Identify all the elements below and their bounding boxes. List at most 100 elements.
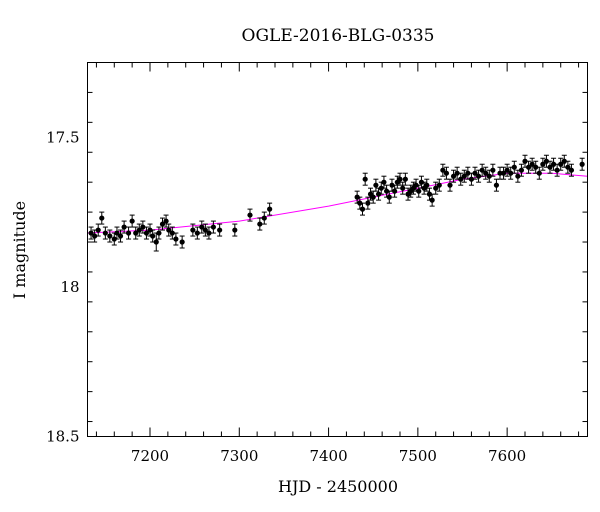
data-point [217,227,223,233]
data-point [500,170,507,176]
data-point [375,191,382,197]
data-point [384,188,390,194]
data-point [378,185,384,191]
data-point [461,173,467,179]
data-point [402,176,408,182]
data-point [440,167,446,173]
data-point [565,164,571,170]
x-tick-label: 7300 [220,447,258,465]
x-axis-label: HJD - 2450000 [278,477,398,496]
data-point [147,227,153,233]
y-tick-label: 17.5 [46,128,79,146]
plot-frame [87,62,588,437]
data-point [475,173,482,179]
x-tick-label: 7400 [309,447,347,465]
data-point [159,221,166,227]
data-point [424,182,430,188]
data-point [543,158,550,164]
data-point [540,161,546,167]
data-point [199,224,205,230]
data-point [133,230,139,236]
data-point [511,164,517,170]
data-point [150,233,156,239]
data-point [533,164,539,170]
data-point [497,170,503,176]
data-point [536,170,542,176]
data-point [447,182,453,188]
data-point [436,182,442,188]
data-point [373,182,379,188]
data-point [202,227,208,233]
data-point [121,224,127,230]
data-point [156,230,162,236]
data-point [206,230,212,236]
data-point [454,170,460,176]
y-tick-label: 18.5 [46,428,79,446]
data-point [493,182,500,188]
x-tick-label: 7600 [488,447,526,465]
plot-area [87,154,588,252]
data-point [99,215,105,221]
data-point [261,215,267,221]
y-tick-label: 18 [60,278,79,296]
y-axis-label: I magnitude [10,201,29,299]
data-point [365,200,371,206]
data-point [416,188,422,194]
data-point [472,170,478,176]
data-point [140,224,146,230]
data-point [354,194,360,200]
data-point [129,218,135,224]
data-point [210,224,216,230]
data-point [389,182,395,188]
x-tick-label: 7200 [131,447,169,465]
data-point [143,230,150,236]
data-point [433,185,439,191]
data-point [370,194,376,200]
data-point [102,230,108,236]
data-point [163,218,169,224]
data-point [88,230,94,236]
data-point [568,167,575,173]
data-point [554,167,560,173]
data-point [386,194,392,200]
data-point [429,197,435,203]
data-point [397,176,403,182]
data-point [418,179,425,185]
data-point [400,185,406,191]
data-point [561,158,567,164]
axis-ticks: 7200 7300 7400 7500 7600 17.5 18 18.5 [46,62,588,465]
data-point [257,221,263,227]
data-point [362,176,368,182]
data-point [479,167,485,173]
data-point [413,182,419,188]
data-point [136,227,142,233]
data-point [169,230,175,236]
data-point [357,200,363,206]
data-point [550,161,557,167]
data-point [504,167,510,173]
data-point [490,167,496,173]
data-point [392,188,398,194]
data-point [114,230,120,236]
data-point [173,236,179,242]
data-point [359,206,366,212]
data-point [486,173,492,179]
data-point [515,173,521,179]
data-point [465,170,471,176]
data-point [529,161,535,167]
data-point [232,227,238,233]
x-tick-label: 7500 [399,447,437,465]
data-point [179,239,185,245]
data-point [153,239,159,245]
data-point [381,179,387,185]
data-point [107,233,113,239]
data-point [117,233,124,239]
data-point [125,230,132,236]
data-point [483,170,489,176]
data-point [450,173,457,179]
data-point [468,176,475,182]
data-point [525,164,532,170]
data-point [579,161,585,167]
data-point [426,191,433,197]
